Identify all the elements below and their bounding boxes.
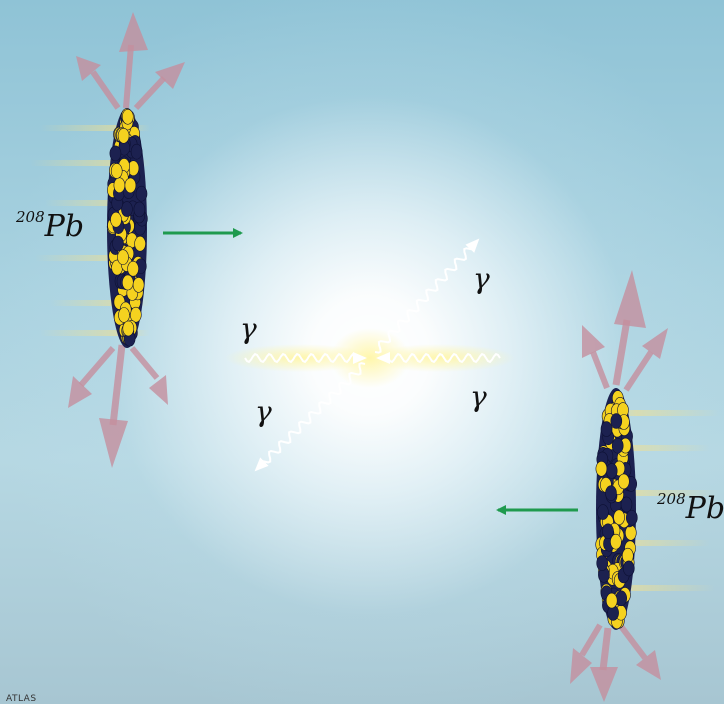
nucleon (130, 306, 142, 323)
nucleon (133, 201, 146, 218)
incoming-photon-right (376, 352, 501, 364)
nucleon (113, 177, 126, 193)
element-symbol-left: Pb (44, 209, 85, 244)
nucleon (134, 235, 146, 252)
nucleon (625, 509, 638, 526)
nucleon (135, 185, 148, 202)
nucleon (613, 509, 625, 526)
incoming-photon-left (244, 352, 367, 364)
nucleon (109, 145, 122, 162)
nucleon (121, 201, 133, 217)
nucleon (605, 592, 618, 609)
field-arrows-left (68, 12, 185, 468)
nucleon (605, 485, 617, 502)
element-symbol-right: Pb (685, 491, 724, 526)
nucleon (132, 277, 145, 293)
lead-nucleus-right (595, 388, 638, 630)
nucleon (124, 177, 137, 194)
nucleon (624, 524, 637, 541)
field-arrows-right (570, 270, 668, 702)
gamma-label-incoming-right: γ (470, 380, 487, 413)
gamma-label-incoming-left: γ (240, 312, 257, 345)
nucleon (122, 109, 134, 125)
nucleon (602, 523, 614, 540)
nucleon (110, 211, 122, 228)
nucleon (122, 274, 134, 291)
nucleon (118, 307, 130, 323)
lead-nucleus-left (106, 108, 148, 348)
nucleon (596, 555, 609, 571)
nucleon (595, 460, 608, 477)
mass-number-right: 208 (657, 490, 686, 508)
gamma-label-outgoing-up: γ (473, 262, 490, 295)
nucleon (610, 413, 623, 429)
nucleon (600, 421, 613, 437)
nucleon (117, 128, 130, 144)
nucleon (110, 163, 123, 179)
nucleon (617, 473, 630, 490)
gamma-label-outgoing-down: γ (255, 395, 272, 428)
nucleon (127, 260, 139, 277)
nucleon (597, 504, 609, 520)
nucleon (615, 590, 628, 607)
nucleus-label-left: 208Pb (16, 208, 84, 244)
nucleon (130, 143, 143, 160)
nucleon (117, 249, 129, 266)
nucleon (605, 463, 618, 479)
nucleon (610, 533, 622, 550)
outgoing-photon-down-left (254, 362, 366, 472)
outgoing-photon-up-right (374, 238, 480, 354)
nucleon (620, 496, 633, 513)
nucleon (611, 437, 624, 454)
motion-streaks-right (600, 410, 720, 591)
nucleus-label-right: 208Pb (657, 490, 724, 526)
nucleon (112, 235, 124, 252)
nucleon (122, 320, 135, 337)
mass-number-left: 208 (16, 208, 45, 226)
credit-text: ATLAS (6, 694, 37, 704)
nucleon (622, 560, 635, 577)
motion-streaks-left (30, 125, 150, 336)
